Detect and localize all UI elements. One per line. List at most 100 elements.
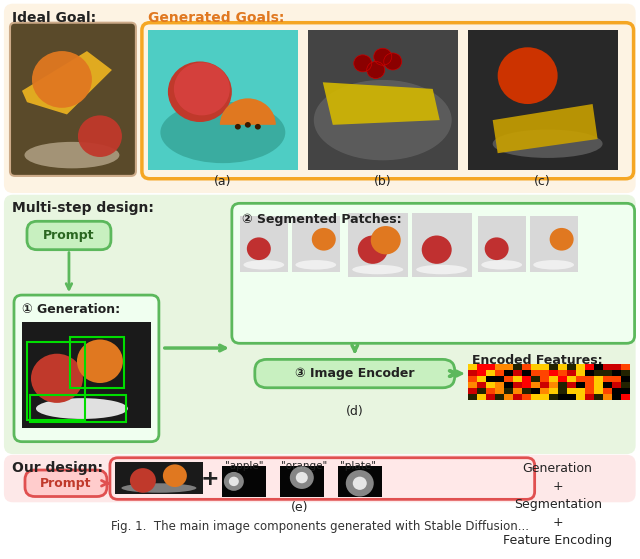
Circle shape xyxy=(245,122,251,127)
Text: Ideal Goal:: Ideal Goal: xyxy=(12,11,96,25)
Bar xyxy=(548,364,557,370)
Bar xyxy=(584,382,594,388)
Bar xyxy=(531,370,540,376)
Bar xyxy=(531,376,540,382)
Bar xyxy=(531,364,540,370)
Ellipse shape xyxy=(314,80,452,160)
Bar xyxy=(603,376,612,382)
Bar xyxy=(513,376,522,382)
Bar xyxy=(584,376,594,382)
Circle shape xyxy=(296,472,308,484)
Bar xyxy=(612,388,621,394)
FancyBboxPatch shape xyxy=(5,196,635,453)
Bar xyxy=(594,370,603,376)
Ellipse shape xyxy=(416,265,467,274)
Bar xyxy=(522,376,531,382)
Bar xyxy=(115,462,203,494)
Bar xyxy=(612,394,621,400)
Circle shape xyxy=(353,477,367,490)
Bar xyxy=(621,394,630,400)
Bar xyxy=(522,370,531,376)
Bar xyxy=(612,370,621,376)
Bar xyxy=(495,364,504,370)
Circle shape xyxy=(247,238,271,260)
Circle shape xyxy=(367,61,385,78)
Circle shape xyxy=(498,48,557,104)
Bar xyxy=(557,370,566,376)
Bar xyxy=(575,394,584,400)
Bar xyxy=(308,30,458,170)
Bar xyxy=(477,382,486,388)
Bar xyxy=(495,388,504,394)
Circle shape xyxy=(384,53,402,70)
Bar xyxy=(468,370,477,376)
Bar xyxy=(548,388,557,394)
Bar xyxy=(566,394,575,400)
Ellipse shape xyxy=(352,265,403,274)
Circle shape xyxy=(354,55,372,72)
Bar xyxy=(486,388,495,394)
Bar xyxy=(486,370,495,376)
Circle shape xyxy=(168,61,232,122)
Bar xyxy=(594,394,603,400)
Text: +: + xyxy=(200,468,219,489)
Polygon shape xyxy=(22,51,112,115)
Bar xyxy=(540,376,548,382)
FancyBboxPatch shape xyxy=(255,359,454,388)
Bar xyxy=(495,376,504,382)
Circle shape xyxy=(290,466,314,489)
Text: "orange": "orange" xyxy=(281,461,327,471)
Bar xyxy=(504,364,513,370)
Text: Prompt: Prompt xyxy=(44,229,95,242)
Bar xyxy=(584,388,594,394)
Ellipse shape xyxy=(161,102,285,163)
Bar xyxy=(513,382,522,388)
Bar xyxy=(531,382,540,388)
Ellipse shape xyxy=(122,484,196,492)
Bar xyxy=(468,382,477,388)
Polygon shape xyxy=(323,82,440,125)
Bar xyxy=(575,388,584,394)
Bar xyxy=(477,216,525,272)
Bar xyxy=(27,342,85,420)
Bar xyxy=(468,388,477,394)
Bar xyxy=(540,370,548,376)
Bar xyxy=(531,388,540,394)
Bar xyxy=(468,376,477,382)
Bar xyxy=(513,370,522,376)
Bar xyxy=(548,370,557,376)
FancyBboxPatch shape xyxy=(14,295,159,442)
Circle shape xyxy=(163,465,187,487)
Bar xyxy=(594,376,603,382)
FancyBboxPatch shape xyxy=(142,23,634,179)
Bar xyxy=(477,388,486,394)
Bar xyxy=(531,394,540,400)
Bar xyxy=(575,364,584,370)
Bar xyxy=(621,382,630,388)
Ellipse shape xyxy=(533,260,574,269)
Bar xyxy=(30,395,126,422)
Circle shape xyxy=(32,51,92,108)
Ellipse shape xyxy=(296,260,336,269)
Text: Prompt: Prompt xyxy=(40,477,92,490)
Circle shape xyxy=(346,470,374,496)
Bar xyxy=(522,364,575,400)
FancyBboxPatch shape xyxy=(110,458,534,499)
Text: (e): (e) xyxy=(291,501,308,514)
Text: Encoded Features:: Encoded Features: xyxy=(472,354,602,367)
Bar xyxy=(22,321,151,428)
Circle shape xyxy=(229,477,239,486)
Circle shape xyxy=(371,226,401,254)
Bar xyxy=(557,376,566,382)
Bar xyxy=(495,382,504,388)
Bar xyxy=(522,382,531,388)
Bar xyxy=(557,364,566,370)
Bar xyxy=(477,394,486,400)
Circle shape xyxy=(374,48,392,65)
Circle shape xyxy=(174,63,230,115)
Bar xyxy=(548,376,557,382)
Bar xyxy=(504,394,513,400)
Bar xyxy=(575,370,584,376)
Bar xyxy=(412,213,472,277)
Ellipse shape xyxy=(481,260,522,269)
